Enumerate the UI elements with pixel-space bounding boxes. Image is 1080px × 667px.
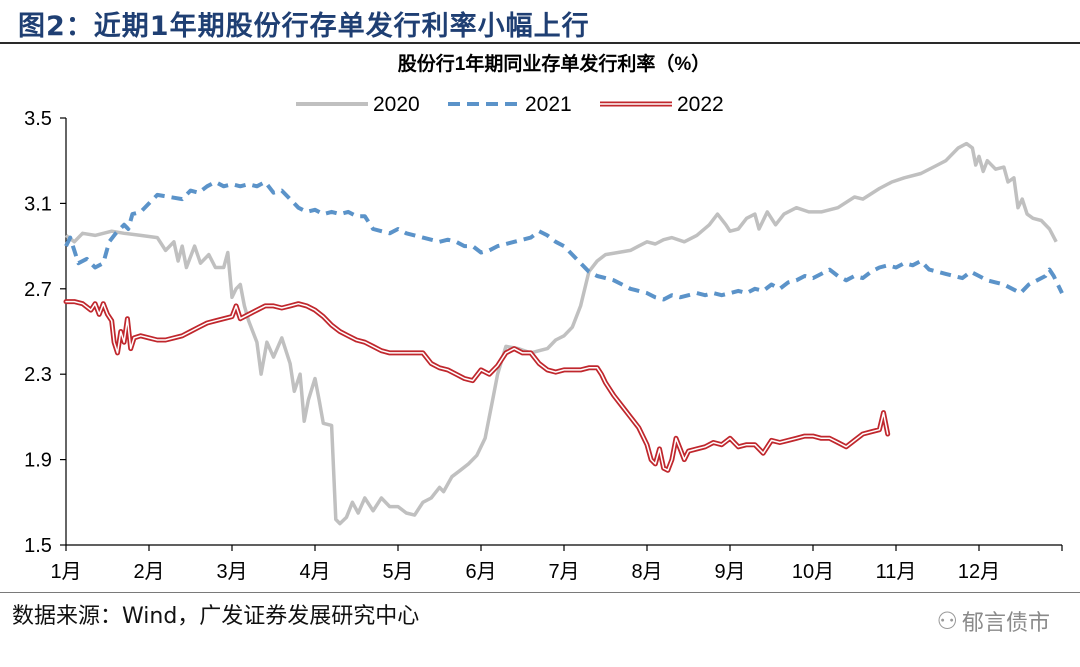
x-tick-label: 12月: [958, 561, 1000, 583]
y-tick-label: 3.5: [24, 108, 52, 130]
x-tick-label: 7月: [548, 561, 579, 583]
watermark-text: 郁言债市: [961, 611, 1050, 636]
series-2022-line-inner: [65, 300, 889, 472]
wechat-icon: ⚇: [936, 607, 958, 635]
y-tick-label: 3.1: [24, 193, 52, 215]
legend: 2020 2021 2022: [296, 93, 724, 116]
x-tick-label: 9月: [714, 561, 745, 583]
axes: 1.5 1.9 2.3 2.7 3.1 3.5 1月 2月 3月 4月 5月 6月 7月 8月 9月 10月 1…: [24, 108, 1063, 583]
title-divider: [0, 42, 1080, 44]
legend-label-2021: 2021: [525, 93, 572, 116]
y-tick-label: 1.9: [24, 450, 52, 472]
x-tick-label: 2月: [133, 561, 164, 583]
series-2022-line: [63, 299, 891, 473]
chart-title: 股份行1年期同业存单发行利率（%）: [398, 52, 710, 75]
figure-title: 图2：近期1年期股份行存单发行利率小幅上行: [18, 11, 590, 42]
source-note: 数据来源：Wind，广发证券发展研究中心: [12, 604, 420, 629]
x-tick-label: 1月: [50, 561, 81, 583]
legend-label-2020: 2020: [373, 93, 420, 116]
footer-divider: [0, 592, 1080, 593]
x-tick-label: 11月: [876, 561, 917, 583]
line-chart: 股份行1年期同业存单发行利率（%） 2020 2021 2022 1.5 1.9 2…: [24, 52, 1064, 583]
y-tick-label: 2.7: [24, 279, 52, 301]
x-tick-label: 4月: [299, 561, 330, 583]
y-tick-label: 1.5: [24, 535, 52, 557]
x-tick-label: 8月: [631, 561, 662, 583]
x-tick-label: 3月: [216, 561, 247, 583]
y-tick-label: 2.3: [24, 364, 52, 386]
legend-label-2022: 2022: [677, 93, 724, 116]
series-2021-line: [64, 180, 1064, 302]
x-tick-label: 5月: [382, 561, 413, 583]
watermark: ⚇ 郁言债市: [936, 605, 1050, 637]
x-tick-label: 10月: [792, 561, 834, 583]
x-tick-label: 6月: [465, 561, 496, 583]
series-2020-line: [64, 141, 1058, 526]
series-layer: [63, 141, 1064, 526]
